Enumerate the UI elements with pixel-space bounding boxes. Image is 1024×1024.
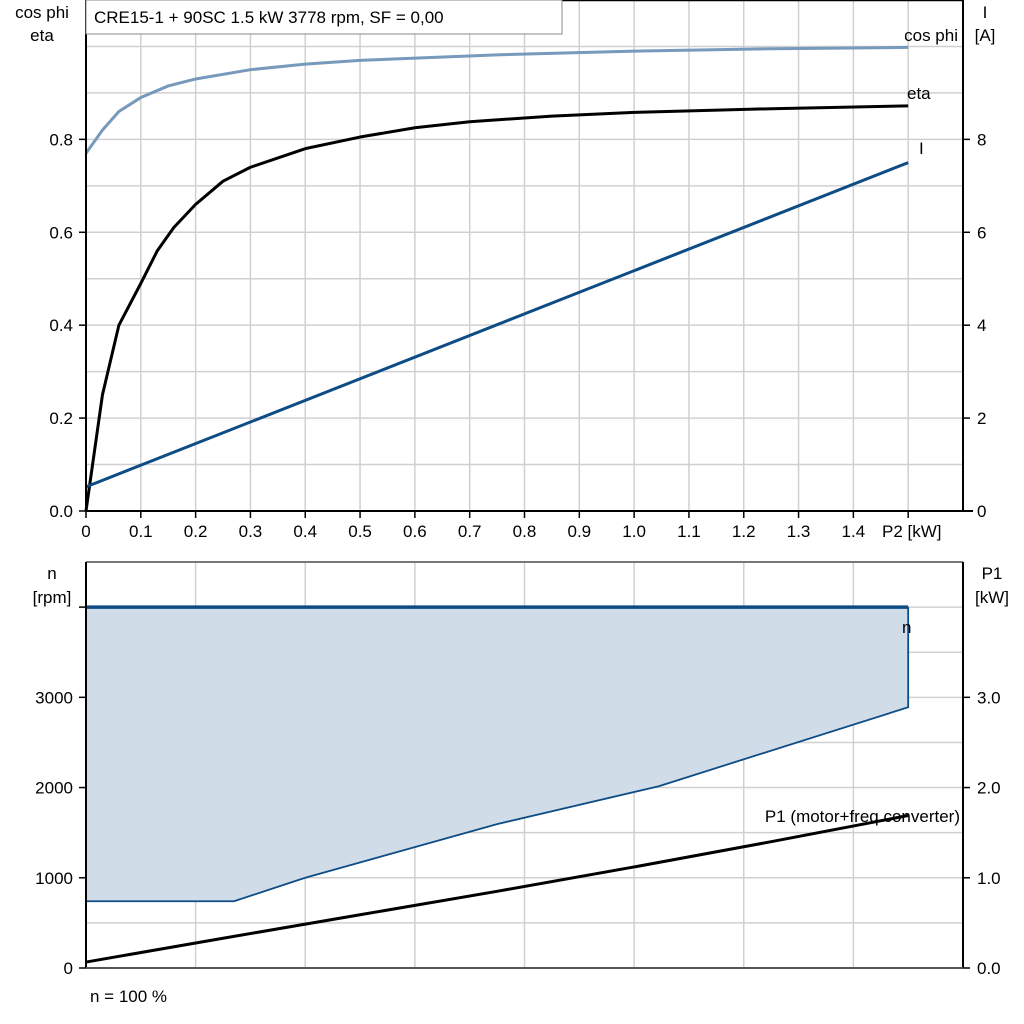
series-eta [84, 104, 909, 512]
n-min-boundary [86, 607, 910, 903]
top-ylabel-left-1: cos phi [15, 3, 69, 22]
chart-title: CRE15-1 + 90SC 1.5 kW 3778 rpm, SF = 0,0… [94, 8, 444, 27]
top-series [84, 45, 909, 512]
y-right-tick-label: 1.0 [977, 869, 1001, 888]
footnote: n = 100 % [90, 987, 167, 1006]
series-i [85, 161, 909, 489]
y-left-tick-label: 0 [64, 959, 73, 978]
labels: 0 0.1 0.2 0.3 0.4 0.5 0.6 0.7 0.8 0.9 1.0 1.1 1.2 1.3… [35, 130, 1000, 978]
y-left-tick-label: 0.0 [49, 502, 73, 521]
bot-ylabel-left-1: n [47, 564, 56, 583]
bottom-series [85, 605, 910, 964]
y-left-tick-label: 0.6 [49, 223, 73, 242]
x-tick-label: 1.2 [732, 522, 756, 541]
x-tick-label: 0 [81, 522, 90, 541]
x-tick-label: 0.5 [348, 522, 372, 541]
y-right-tick-label: 3.0 [977, 688, 1001, 707]
bot-ylabel-right-1: P1 [982, 564, 1003, 583]
label-P1: P1 (motor+freq.converter) [765, 807, 960, 826]
series-p1 [85, 814, 909, 964]
x-tick-label: 0.9 [567, 522, 591, 541]
x-tick-label: 0.6 [403, 522, 427, 541]
x-tick-label: 1.3 [787, 522, 811, 541]
y-right-tick-label: 0.0 [977, 959, 1001, 978]
x-tick-label: 1.4 [842, 522, 866, 541]
x-tick-label: 0.2 [184, 522, 208, 541]
x-tick-label: 1.1 [677, 522, 701, 541]
y-left-tick-label: 2000 [35, 779, 73, 798]
series-cos-phi [84, 45, 909, 155]
bot-ylabel-right-2: [kW] [975, 588, 1009, 607]
y-right-tick-label: 6 [977, 223, 986, 242]
n-operating-area [86, 607, 909, 902]
x-tick-label: 0.3 [239, 522, 263, 541]
x-axis-label: P2 [kW] [882, 522, 942, 541]
y-left-tick-label: 0.4 [49, 316, 73, 335]
y-right-tick-label: 2.0 [977, 779, 1001, 798]
title-box [85, 0, 563, 35]
y-left-tick-label: 1000 [35, 869, 73, 888]
label-I: I [919, 139, 924, 158]
x-tick-label: 0.1 [129, 522, 153, 541]
y-right-tick-label: 4 [977, 316, 986, 335]
x-tick-label: 0.8 [513, 522, 537, 541]
x-tick-label: 0.7 [458, 522, 482, 541]
y-right-tick-label: 8 [977, 130, 986, 149]
y-right-tick-label: 0 [977, 502, 986, 521]
y-left-tick-label: 0.2 [49, 409, 73, 428]
top-ylabel-right-2: [A] [975, 26, 996, 45]
top-ylabel-right-1: I [983, 3, 988, 22]
label-eta: eta [907, 84, 931, 103]
top-ylabel-left-2: eta [30, 26, 54, 45]
label-n: n [902, 618, 911, 637]
label-cos-phi: cos phi [904, 26, 958, 45]
y-left-tick-label: 3000 [35, 688, 73, 707]
x-tick-label: 0.4 [293, 522, 317, 541]
y-right-tick-label: 2 [977, 409, 986, 428]
bot-ylabel-left-2: [rpm] [33, 588, 72, 607]
top-grid [86, 0, 963, 511]
y-left-tick-label: 0.8 [49, 130, 73, 149]
x-tick-label: 1.0 [622, 522, 646, 541]
